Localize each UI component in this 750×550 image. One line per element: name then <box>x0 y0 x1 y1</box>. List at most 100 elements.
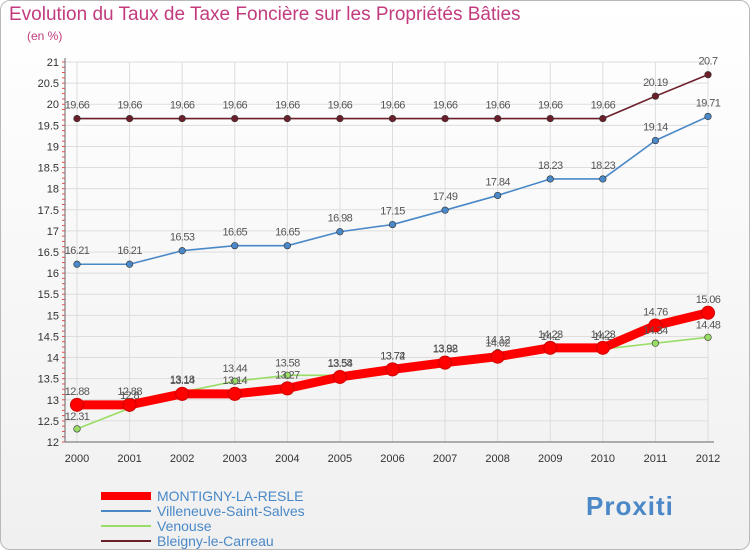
legend-label-villeneuve: Villeneuve-Saint-Salves <box>157 503 305 519</box>
legend-swatch-bleigny <box>101 540 151 542</box>
data-label-venouse: 13.58 <box>328 357 353 369</box>
axes: 12 12.5 13 13.5 14 14.5 15 15.5 16 16.5 17 17.5 18 18… <box>38 57 721 465</box>
grid <box>65 61 709 443</box>
data-label-bleigny-le-carreau: 19.66 <box>222 100 247 112</box>
data-label-venouse: 14.34 <box>643 325 668 337</box>
legend-item-villeneuve[interactable]: Villeneuve-Saint-Salves <box>101 503 305 519</box>
data-point-montigny-la-resle <box>70 397 84 412</box>
x-tick-label: 2005 <box>328 453 352 465</box>
y-tick-label: 14 <box>47 353 59 365</box>
data-label-venouse: 13.58 <box>275 357 300 369</box>
data-point-bleigny-le-carreau <box>651 92 660 100</box>
x-tick-label: 2012 <box>696 453 720 465</box>
data-point-montigny-la-resle <box>175 386 190 401</box>
data-label-bleigny-le-carreau: 19.66 <box>591 100 616 112</box>
y-tick-label: 17.5 <box>38 205 59 217</box>
data-point-villeneuve-saint-salves <box>73 260 81 268</box>
data-label-villeneuve-saint-salves: 19.14 <box>643 122 668 134</box>
data-point-venouse <box>651 339 660 347</box>
data-point-montigny-la-resle <box>648 318 663 333</box>
data-label-venouse: 12.8 <box>120 390 139 402</box>
data-point-venouse <box>73 425 81 433</box>
legend-swatch-montigny <box>101 492 151 500</box>
data-label-montigny-la-resle: 13.72 <box>380 350 405 362</box>
data-point-montigny-la-resle <box>701 305 715 320</box>
x-tick-label: 2010 <box>591 453 615 465</box>
data-point-bleigny-le-carreau <box>73 114 81 123</box>
data-point-villeneuve-saint-salves <box>441 206 449 214</box>
data-label-villeneuve-saint-salves: 16.98 <box>328 213 353 225</box>
data-label-villeneuve-saint-salves: 16.65 <box>275 227 300 239</box>
y-tick-label: 19.5 <box>38 120 59 132</box>
data-label-villeneuve-saint-salves: 16.21 <box>117 245 142 257</box>
data-point-venouse <box>283 371 291 379</box>
data-point-bleigny-le-carreau <box>283 114 291 123</box>
data-label-montigny-la-resle: 12.88 <box>117 386 142 398</box>
data-label-venouse: 13.18 <box>170 374 195 386</box>
data-point-montigny-la-resle <box>227 386 242 401</box>
data-label-bleigny-le-carreau: 19.66 <box>433 100 458 112</box>
x-tick-label: 2008 <box>485 453 509 465</box>
data-label-bleigny-le-carreau: 19.66 <box>328 100 353 112</box>
data-point-villeneuve-saint-salves <box>704 112 712 121</box>
data-point-villeneuve-saint-salves <box>178 247 186 255</box>
x-tick-label: 2011 <box>644 453 668 465</box>
proxiti-logo: Proxiti <box>586 491 674 521</box>
x-tick-label: 2002 <box>170 453 194 465</box>
data-point-villeneuve-saint-salves <box>388 220 397 229</box>
data-label-montigny-la-resle: 14.02 <box>485 338 510 350</box>
data-label-villeneuve-saint-salves: 17.49 <box>433 191 458 203</box>
y-tick-label: 16.5 <box>38 247 59 259</box>
data-label-villeneuve-saint-salves: 18.23 <box>538 160 563 172</box>
legend-label-montigny: MONTIGNY-LA-RESLE <box>157 488 304 504</box>
data-point-bleigny-le-carreau <box>494 114 502 123</box>
data-point-montigny-la-resle <box>595 340 610 355</box>
y-tick-label: 13.5 <box>38 374 59 386</box>
data-label-villeneuve-saint-salves: 16.53 <box>170 232 195 244</box>
data-label-villeneuve-saint-salves: 18.23 <box>591 160 616 172</box>
data-label-bleigny-le-carreau: 19.66 <box>275 100 300 112</box>
legend-label-venouse: Venouse <box>157 518 212 534</box>
data-label-bleigny-le-carreau: 20.7 <box>698 56 717 68</box>
y-tick-label: 18.5 <box>38 163 59 175</box>
legend-swatch-venouse <box>101 525 151 527</box>
legend-item-venouse[interactable]: Venouse <box>101 518 212 534</box>
data-label-venouse: 12.31 <box>65 411 90 423</box>
data-point-bleigny-le-carreau <box>441 114 449 123</box>
data-label-bleigny-le-carreau: 20.19 <box>643 77 668 89</box>
data-label-montigny-la-resle: 13.88 <box>433 344 458 356</box>
x-tick-label: 2004 <box>275 453 299 465</box>
data-label-montigny-la-resle: 14.23 <box>591 329 616 341</box>
data-label-bleigny-le-carreau: 19.66 <box>65 100 90 112</box>
data-label-venouse: 14.2 <box>541 331 560 343</box>
y-tick-label: 17 <box>47 226 59 238</box>
chart-title: Evolution du Taux de Taxe Foncière sur l… <box>9 4 521 25</box>
data-point-villeneuve-saint-salves <box>231 242 239 250</box>
data-point-venouse <box>704 333 712 341</box>
y-tick-label: 18 <box>47 184 59 196</box>
data-label-montigny-la-resle: 13.27 <box>275 369 300 381</box>
data-point-villeneuve-saint-salves <box>546 175 554 183</box>
x-tick-label: 2003 <box>223 453 247 465</box>
data-point-villeneuve-saint-salves <box>651 136 660 145</box>
data-label-venouse: 13.44 <box>222 363 247 375</box>
legend-item-montigny[interactable]: MONTIGNY-LA-RESLE <box>101 488 304 504</box>
y-tick-label: 20 <box>47 99 59 111</box>
data-point-montigny-la-resle <box>385 362 400 377</box>
data-point-montigny-la-resle <box>438 355 453 370</box>
data-label-venouse: 14.48 <box>696 319 721 331</box>
legend-item-bleigny[interactable]: Bleigny-le-Carreau <box>101 533 274 549</box>
data-label-venouse: 14.12 <box>485 334 510 346</box>
y-tick-label: 16 <box>47 268 59 280</box>
data-point-bleigny-le-carreau <box>231 114 239 123</box>
data-point-villeneuve-saint-salves <box>599 175 607 183</box>
data-label-montigny-la-resle: 12.88 <box>65 386 90 398</box>
x-tick-label: 2000 <box>65 453 89 465</box>
data-point-montigny-la-resle <box>280 381 295 396</box>
data-point-villeneuve-saint-salves <box>494 191 502 200</box>
y-tick-label: 19 <box>47 141 59 153</box>
data-point-bleigny-le-carreau <box>336 114 344 123</box>
data-point-bleigny-le-carreau <box>704 71 712 79</box>
